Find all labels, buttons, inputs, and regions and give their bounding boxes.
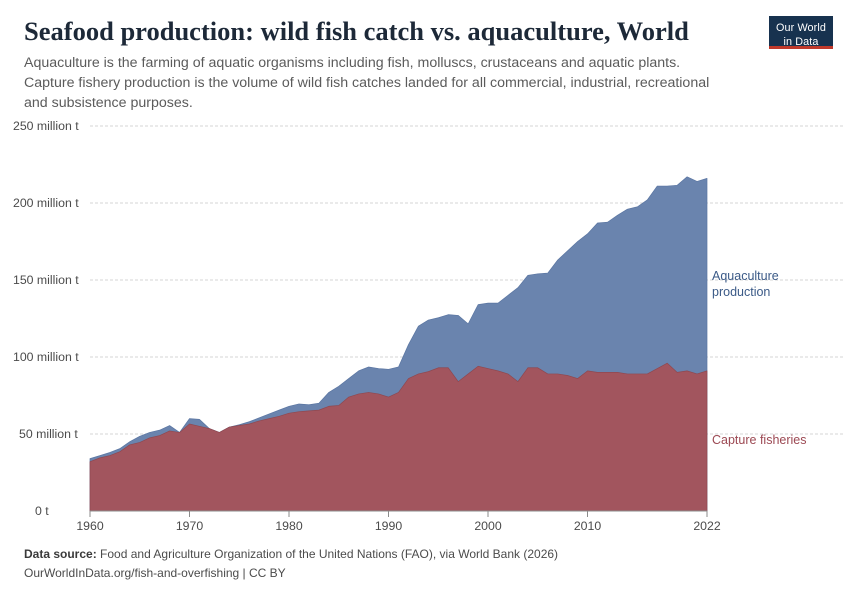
svg-text:2010: 2010 (574, 519, 602, 533)
svg-text:50 million t: 50 million t (19, 427, 78, 441)
svg-text:200 million t: 200 million t (13, 196, 79, 210)
svg-text:150 million t: 150 million t (13, 273, 79, 287)
svg-text:2022: 2022 (693, 519, 721, 533)
svg-text:2000: 2000 (474, 519, 502, 533)
svg-text:0 t: 0 t (35, 504, 49, 518)
svg-text:1990: 1990 (375, 519, 403, 533)
svg-text:1960: 1960 (76, 519, 104, 533)
svg-text:250 million t: 250 million t (13, 119, 79, 133)
svg-text:production: production (712, 285, 770, 299)
svg-text:Capture fisheries: Capture fisheries (712, 433, 807, 447)
svg-text:1980: 1980 (275, 519, 303, 533)
svg-text:100 million t: 100 million t (13, 350, 79, 364)
svg-text:Aquaculture: Aquaculture (712, 269, 779, 283)
svg-text:1970: 1970 (176, 519, 204, 533)
